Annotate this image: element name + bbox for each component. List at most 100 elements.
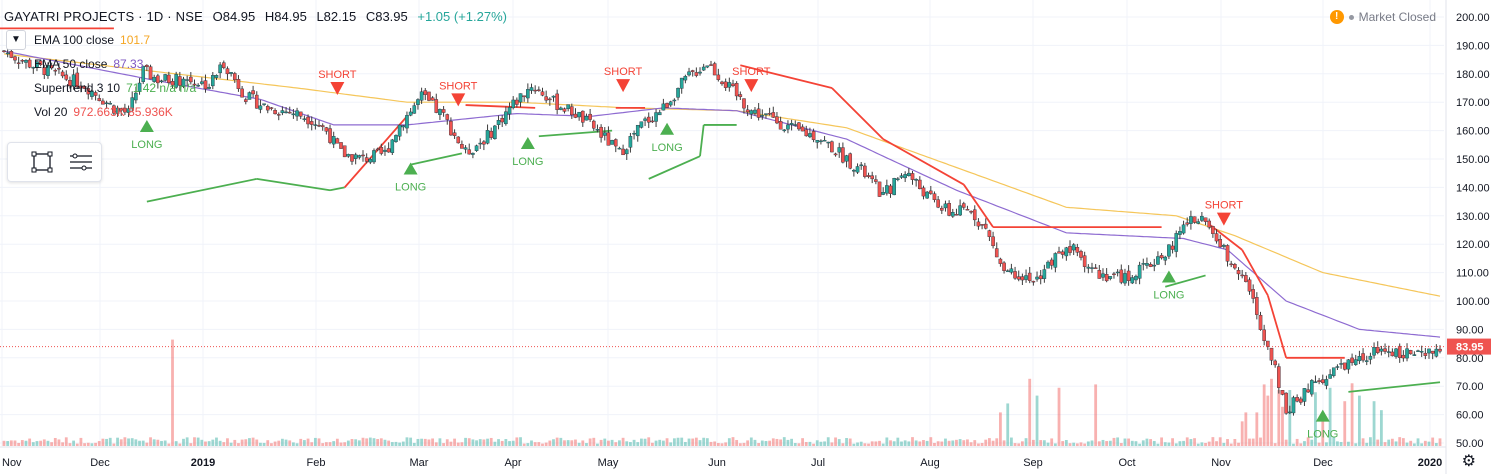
warning-icon[interactable]: !	[1329, 10, 1344, 24]
candle-body	[844, 155, 849, 162]
candle	[522, 95, 526, 102]
signal-long[interactable]: LONG	[131, 119, 162, 151]
signal-short[interactable]: SHORT	[318, 69, 357, 95]
chevron-down-icon[interactable]: ▼	[6, 30, 26, 50]
candle	[1244, 272, 1248, 283]
rectangle-tool-icon[interactable]	[28, 148, 56, 176]
gear-icon[interactable]: ⚙	[1461, 453, 1476, 470]
candle-body	[1002, 262, 1006, 271]
time-tick-label: Apr	[504, 457, 521, 469]
legend-ema50[interactable]: EMA 50 close 87.33	[34, 57, 143, 71]
candle	[1368, 352, 1373, 365]
candle-body	[1401, 354, 1406, 359]
horizontal-lines-icon[interactable]	[66, 148, 94, 176]
candle-body	[449, 121, 453, 136]
candle	[401, 125, 406, 131]
volume-bar	[768, 440, 772, 446]
candle	[200, 77, 204, 86]
candle	[1339, 358, 1343, 369]
candle	[910, 170, 915, 185]
candle	[97, 94, 102, 102]
candle-body	[1163, 256, 1168, 261]
volume-bar	[1240, 421, 1244, 446]
signal-long[interactable]: LONG	[1307, 409, 1338, 441]
signal-short[interactable]: SHORT	[1205, 200, 1244, 226]
candle	[808, 127, 812, 139]
candle	[1185, 217, 1190, 227]
candle	[240, 86, 244, 98]
legend-supertrend[interactable]: Supertrend 3 10 71.42 n/a n/a	[34, 81, 196, 95]
candle-body	[5, 52, 10, 55]
candle	[20, 59, 25, 64]
candle	[75, 67, 80, 89]
candle-body	[738, 94, 743, 98]
candle	[705, 65, 710, 69]
volume-bar	[486, 438, 489, 446]
candle	[1042, 264, 1047, 283]
candle	[621, 144, 625, 156]
volume-bar	[1108, 440, 1112, 446]
candle	[606, 126, 611, 146]
signal-long[interactable]: LONG	[1153, 270, 1185, 301]
volume-bar	[204, 441, 207, 446]
symbol-title[interactable]: GAYATRI PROJECTS · 1D · NSE	[4, 9, 203, 24]
signal-short[interactable]: SHORT	[732, 66, 771, 93]
candle	[350, 154, 354, 165]
volume-bar	[112, 443, 116, 446]
volume-bar	[1398, 437, 1402, 446]
volume-bar	[72, 440, 76, 446]
signal-short[interactable]: SHORT	[439, 80, 478, 107]
candle	[921, 185, 926, 200]
signal-markers: LONG SHORT LONG SHORT LONG SHORT LONG SHORT LONG…	[131, 66, 1338, 440]
candle	[833, 152, 838, 157]
volume-bar	[947, 440, 951, 446]
candle	[141, 65, 146, 85]
candle	[1126, 265, 1131, 286]
legend-volume[interactable]: Vol 20 972.663K 85.936K	[34, 105, 173, 119]
candle-body	[826, 141, 831, 144]
volume-bar	[90, 443, 94, 446]
candle-body	[577, 111, 581, 118]
candle-body	[1049, 259, 1054, 266]
legend-ema100[interactable]: EMA 100 close 101.7	[34, 33, 150, 47]
candle	[1266, 340, 1270, 350]
candle-body	[1060, 251, 1065, 255]
candle-body	[544, 96, 548, 101]
volume-bar	[1145, 438, 1149, 446]
candle-body	[749, 110, 754, 115]
candle-body	[852, 170, 856, 172]
candle-body	[1295, 397, 1299, 402]
volume-bar	[1266, 395, 1270, 446]
candle-body	[921, 187, 926, 197]
volume-bar	[951, 440, 955, 446]
volume-bar	[284, 439, 288, 446]
volume-bar	[610, 439, 614, 446]
volume-bar	[823, 441, 826, 446]
signal-short[interactable]: SHORT	[604, 66, 643, 93]
candle	[126, 105, 131, 118]
volume-bar	[1262, 384, 1266, 446]
volume-bar	[97, 441, 101, 446]
volume-bar	[749, 437, 753, 446]
candle-body	[727, 82, 732, 88]
candle-body	[548, 98, 552, 101]
volume-bar	[896, 437, 900, 446]
signal-long[interactable]: LONG	[651, 122, 683, 154]
volume-bar	[790, 438, 794, 446]
candle-body	[903, 174, 907, 179]
market-status[interactable]: ! Market Closed	[1329, 10, 1436, 24]
volume-bar	[482, 439, 486, 446]
candle	[595, 124, 600, 133]
supertrend-segment	[882, 138, 965, 186]
volume-bar	[116, 437, 119, 446]
candle	[203, 74, 208, 93]
volume-bar	[661, 440, 665, 446]
signal-long[interactable]: LONG	[395, 162, 426, 194]
candle	[1123, 268, 1127, 286]
candle	[1156, 251, 1160, 265]
candle-body	[500, 118, 505, 123]
candle	[588, 109, 592, 122]
candle-body	[1368, 355, 1373, 360]
signal-long[interactable]: LONG	[512, 137, 543, 168]
